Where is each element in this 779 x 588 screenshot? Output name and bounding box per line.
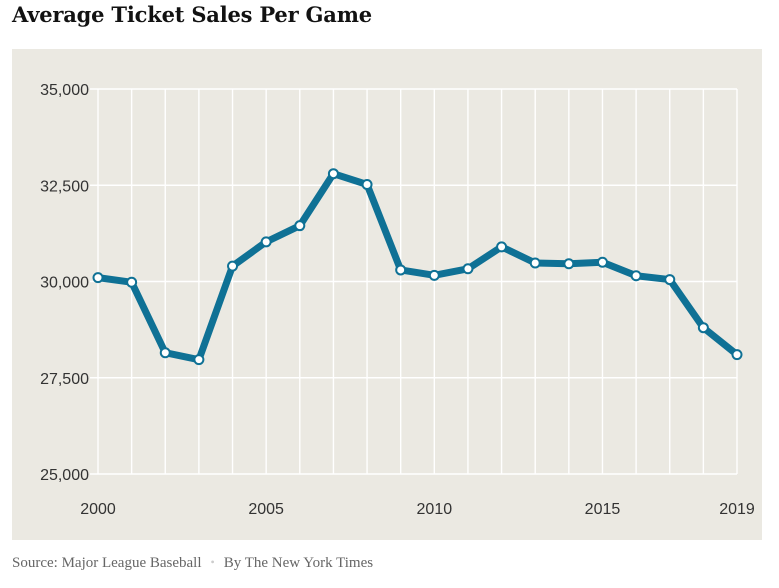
x-tick-label: 2000 bbox=[80, 501, 116, 518]
x-tick-label: 2005 bbox=[248, 501, 284, 518]
data-point bbox=[496, 241, 508, 253]
data-point bbox=[563, 258, 575, 270]
chart-footer: Source: Major League Baseball • By The New… bbox=[12, 555, 373, 572]
data-point bbox=[731, 349, 743, 361]
footer-separator: • bbox=[210, 555, 215, 569]
series-line bbox=[94, 170, 741, 364]
data-point bbox=[697, 322, 709, 334]
data-point bbox=[361, 178, 373, 190]
data-points bbox=[92, 168, 743, 366]
horizontal-gridlines bbox=[90, 88, 737, 475]
data-point bbox=[395, 264, 407, 276]
y-tick-label: 35,000 bbox=[40, 82, 89, 99]
y-tick-label: 32,500 bbox=[40, 178, 89, 195]
data-point bbox=[126, 276, 138, 288]
x-tick-label: 2010 bbox=[417, 501, 453, 518]
data-point bbox=[428, 269, 440, 281]
x-tick-label: 2015 bbox=[585, 501, 621, 518]
data-point bbox=[664, 274, 676, 286]
data-point bbox=[462, 263, 474, 275]
y-tick-label: 30,000 bbox=[40, 275, 89, 292]
y-tick-label: 27,500 bbox=[40, 371, 89, 388]
source-credit: Source: Major League Baseball bbox=[12, 555, 202, 571]
x-axis-tick-labels: 2000 2005 2010 2015 2019 bbox=[80, 501, 755, 518]
x-tick-label: 2019 bbox=[719, 501, 755, 518]
data-point bbox=[529, 257, 541, 269]
chart-title: Average Ticket Sales Per Game bbox=[12, 2, 372, 27]
data-point bbox=[294, 220, 306, 232]
data-point bbox=[92, 272, 104, 284]
y-tick-label: 25,000 bbox=[40, 467, 89, 484]
y-axis-tick-labels: 35,000 32,500 30,000 27,500 25,000 bbox=[40, 82, 89, 484]
data-point bbox=[630, 270, 642, 282]
data-point bbox=[327, 168, 339, 180]
series-line-group bbox=[94, 170, 741, 364]
data-point bbox=[260, 236, 272, 248]
data-point bbox=[193, 354, 205, 366]
data-point bbox=[227, 260, 239, 272]
data-point bbox=[159, 347, 171, 359]
data-point bbox=[596, 256, 608, 268]
byline: By The New York Times bbox=[223, 555, 374, 571]
